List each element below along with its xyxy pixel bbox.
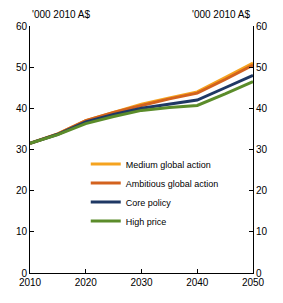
svg-text:Ambitious global action: Ambitious global action (126, 179, 219, 189)
svg-text:20: 20 (16, 185, 28, 196)
svg-text:50: 50 (16, 62, 28, 73)
svg-text:0: 0 (256, 268, 262, 279)
svg-text:2020: 2020 (75, 277, 98, 288)
svg-text:10: 10 (256, 226, 268, 237)
svg-text:30: 30 (16, 144, 28, 155)
svg-text:Medium global action: Medium global action (126, 160, 211, 170)
svg-text:2030: 2030 (130, 277, 153, 288)
svg-text:20: 20 (256, 185, 268, 196)
svg-text:30: 30 (256, 144, 268, 155)
svg-text:40: 40 (16, 103, 28, 114)
svg-text:50: 50 (256, 62, 268, 73)
svg-text:'000 2010 A$: '000 2010 A$ (192, 9, 251, 20)
svg-text:40: 40 (256, 103, 268, 114)
svg-text:Core policy: Core policy (126, 198, 172, 208)
svg-text:2050: 2050 (242, 277, 265, 288)
svg-text:60: 60 (16, 21, 28, 32)
svg-text:2040: 2040 (186, 277, 209, 288)
svg-text:High price: High price (126, 217, 167, 227)
svg-text:60: 60 (256, 21, 268, 32)
svg-text:0: 0 (21, 268, 27, 279)
svg-text:'000 2010 A$: '000 2010 A$ (32, 9, 91, 20)
svg-text:2010: 2010 (19, 277, 42, 288)
svg-text:10: 10 (16, 226, 28, 237)
